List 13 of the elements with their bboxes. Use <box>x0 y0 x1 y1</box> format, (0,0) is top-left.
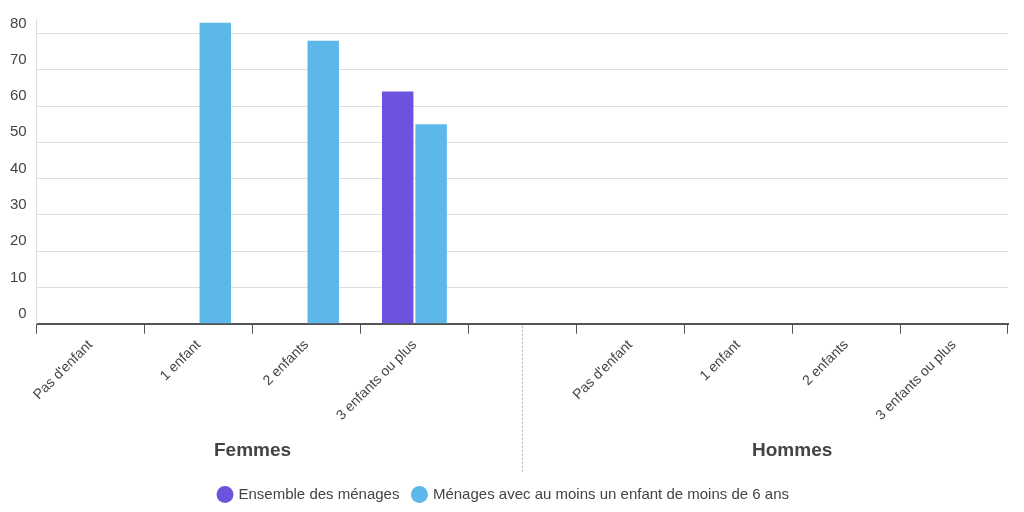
y-tick-label: 70 <box>10 49 27 67</box>
y-tick-label: 50 <box>10 122 27 140</box>
text: Femmes <box>213 439 292 461</box>
y-tick-label: 10 <box>10 267 27 285</box>
text: Hommes <box>752 439 833 461</box>
y-tick-label: 0 <box>18 303 27 321</box>
y-tick-label: 40 <box>10 158 27 176</box>
legend-label: Ménages avec au moins un enfant de moins de 6 ans <box>432 484 789 502</box>
y-tick-label: 60 <box>10 86 27 104</box>
y-tick-label: 20 <box>10 231 27 249</box>
legend-label: Ensemble des ménages <box>238 484 400 502</box>
y-tick-label: 80 <box>10 13 27 31</box>
y-tick-label: 30 <box>10 195 27 213</box>
